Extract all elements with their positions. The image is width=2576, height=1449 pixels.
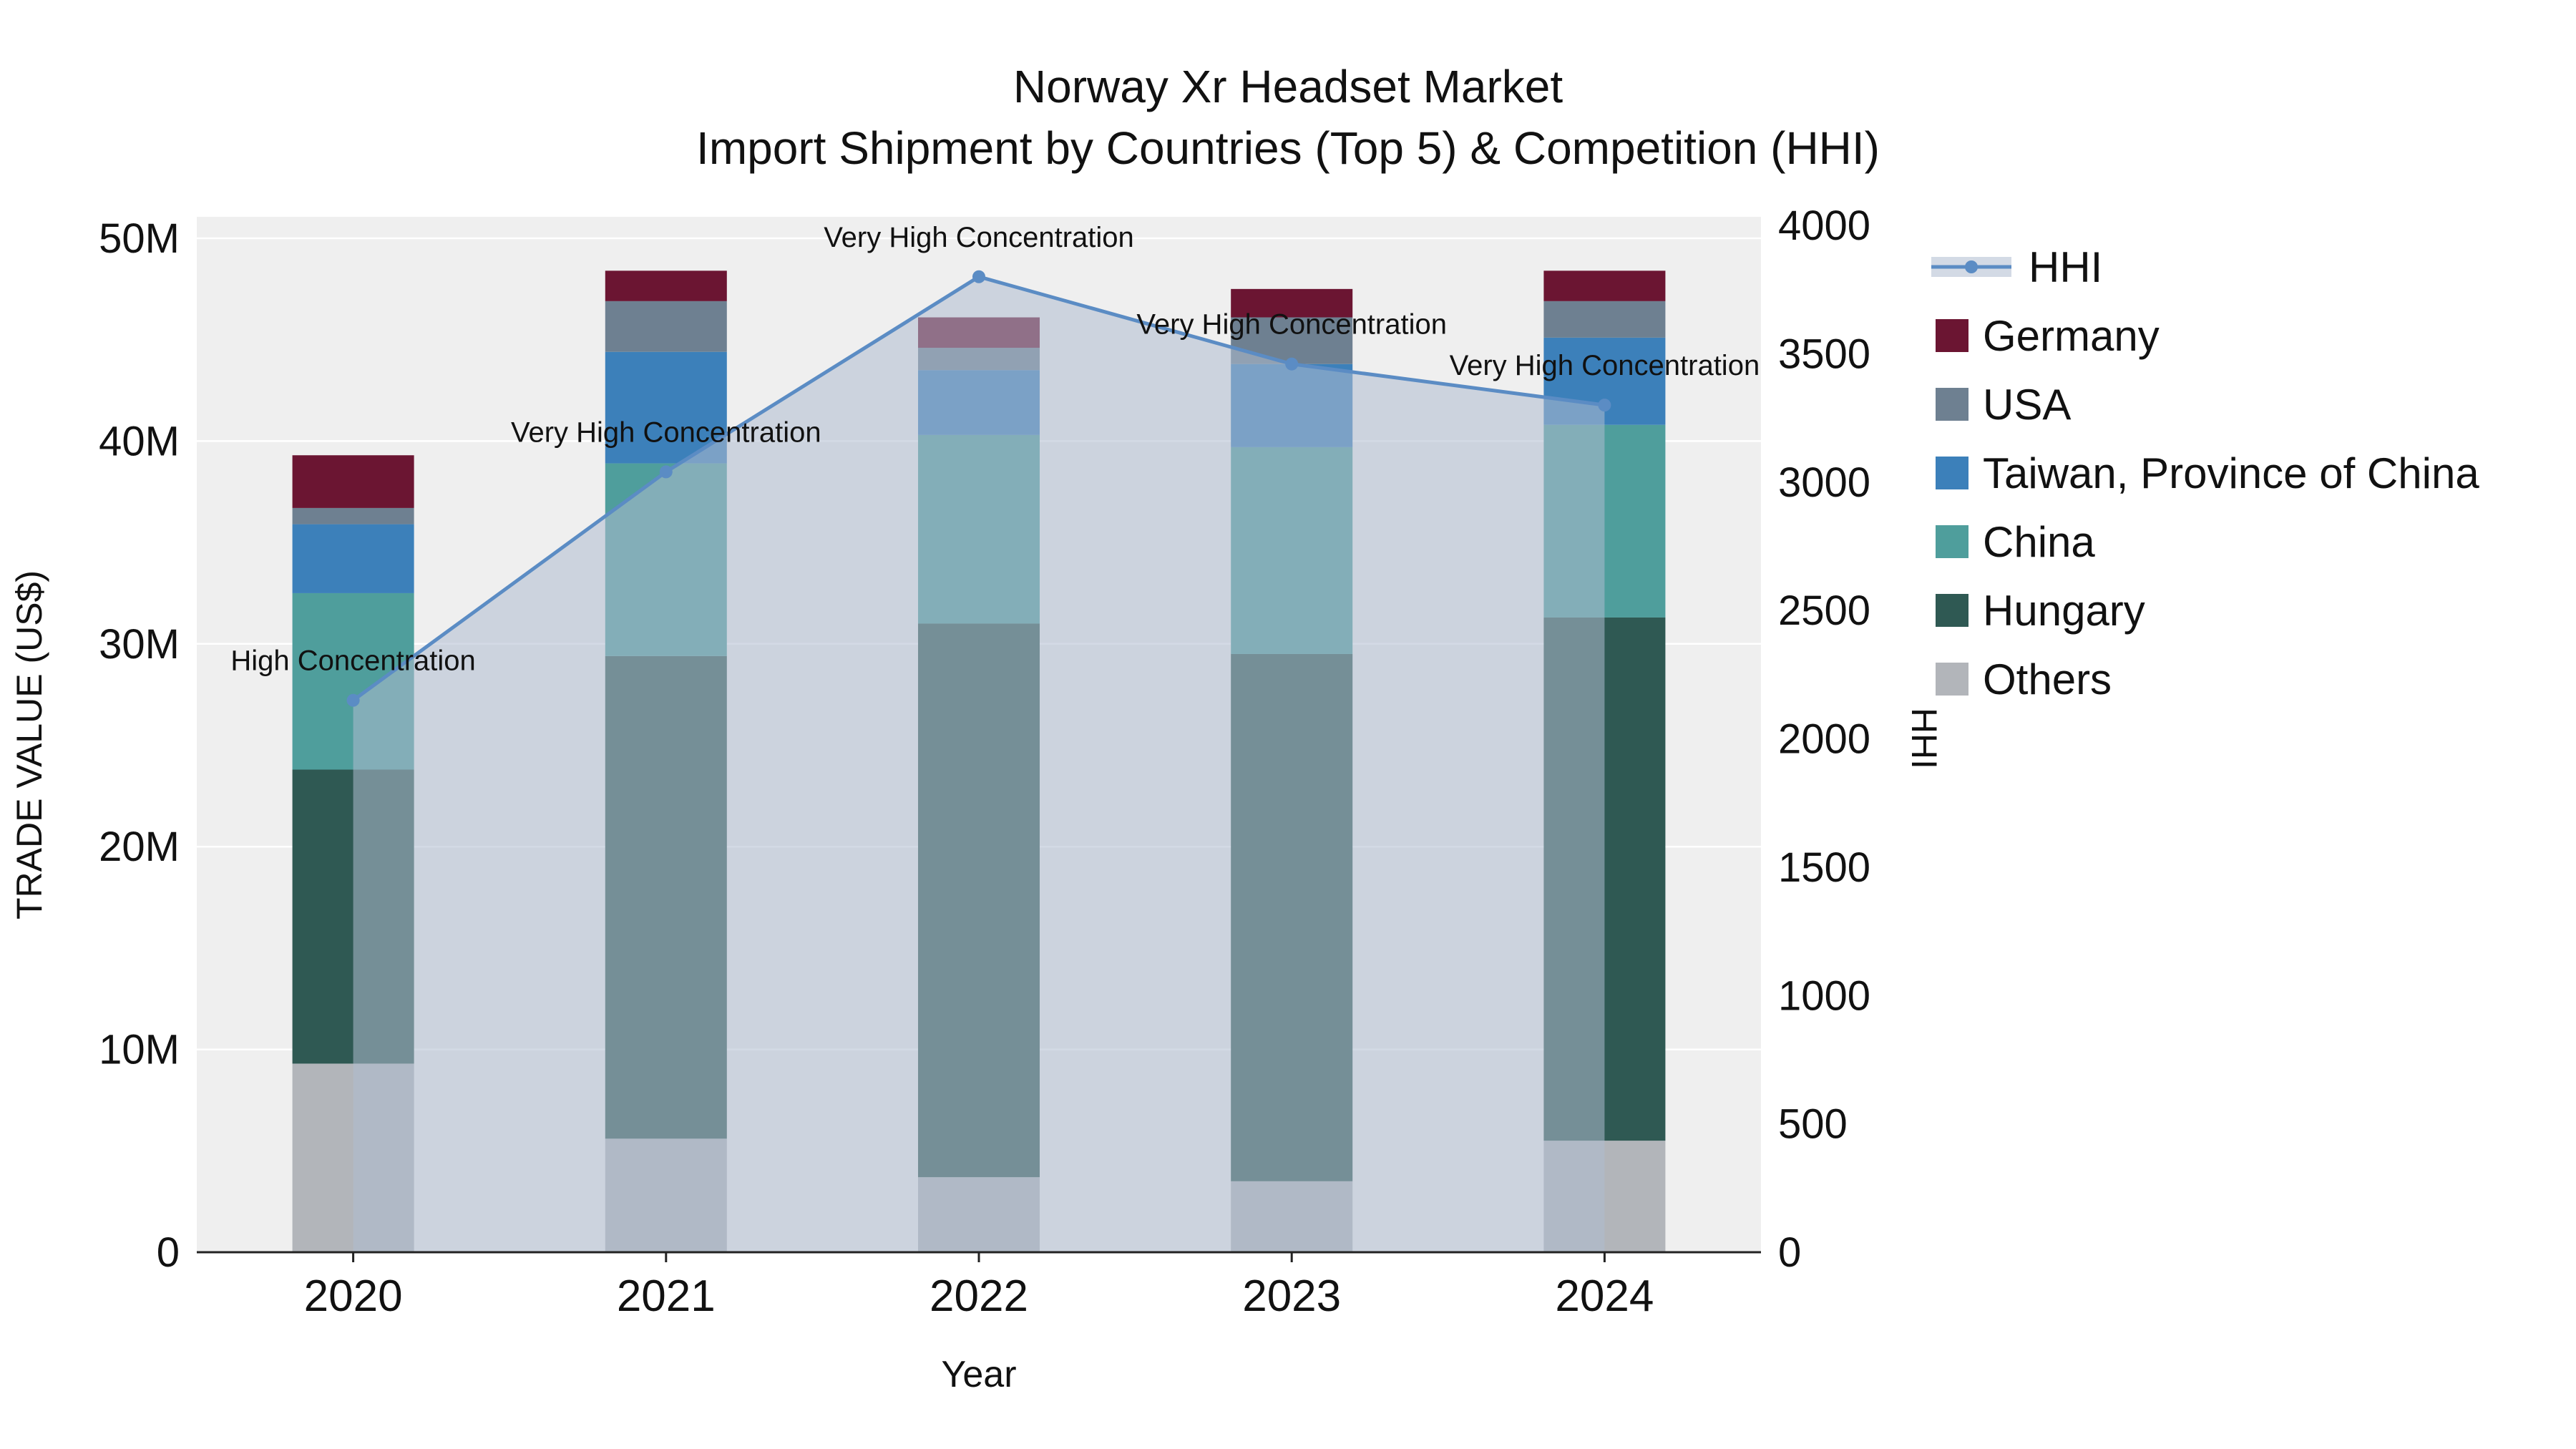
bar-segment-2021-germany — [605, 270, 727, 301]
legend-label-hungary: Hungary — [1983, 587, 2145, 635]
legend-item-usa[interactable]: USA — [1936, 381, 2071, 429]
y-right-axis-title: HHI — [1904, 708, 1944, 769]
bar-segment-2020-taiwan-province-of-china — [292, 524, 414, 593]
y-left-tick-label-40m: 40M — [99, 418, 180, 464]
legend-swatch-hungary — [1936, 594, 1968, 627]
legend-label-germany: Germany — [1983, 312, 2160, 360]
y-right-tick-label-0: 0 — [1778, 1229, 1801, 1276]
hhi-marker-2021 — [659, 465, 673, 479]
legend-item-hungary[interactable]: Hungary — [1936, 587, 2145, 635]
legend-swatch-china — [1936, 525, 1968, 558]
y-left-tick-label-10m: 10M — [99, 1027, 180, 1073]
hhi-area — [353, 276, 1605, 1252]
legend-label-china: China — [1983, 518, 2095, 566]
legend-hhi-marker-icon — [1965, 260, 1978, 273]
annotation-2022: Very High Concentration — [824, 222, 1134, 253]
y-left-tick-label-20m: 20M — [99, 824, 180, 870]
y-left-tick-label-0: 0 — [157, 1229, 180, 1276]
y-right-tick-label-1000: 1000 — [1778, 972, 1870, 1019]
y-right-tick-label-500: 500 — [1778, 1101, 1848, 1148]
legend-label-others: Others — [1983, 655, 2112, 703]
legend-label-hhi: HHI — [2029, 243, 2102, 291]
bar-segment-2024-usa — [1543, 301, 1666, 338]
annotation-2021: Very High Concentration — [511, 416, 821, 448]
bar-segment-2021-usa — [605, 301, 727, 352]
hhi-marker-2024 — [1598, 399, 1611, 412]
y-right-tick-label-2500: 2500 — [1778, 587, 1870, 634]
annotation-2020: High Concentration — [230, 645, 475, 677]
bar-segment-2020-germany — [292, 455, 414, 508]
x-tick-label-2024: 2024 — [1555, 1272, 1654, 1321]
x-tick-label-2021: 2021 — [617, 1272, 716, 1321]
hhi-marker-2020 — [346, 693, 360, 707]
y-right-tick-label-3000: 3000 — [1778, 459, 1870, 506]
x-tick-label-2023: 2023 — [1242, 1272, 1341, 1321]
y-left-tick-label-50m: 50M — [99, 215, 180, 262]
legend-item-germany[interactable]: Germany — [1936, 312, 2160, 360]
legend-swatch-others — [1936, 663, 1968, 696]
y-right-tick-label-2000: 2000 — [1778, 716, 1870, 763]
legend-item-hhi[interactable]: HHI — [1931, 243, 2102, 291]
chart-title: Norway Xr Headset Market Import Shipment… — [0, 56, 2576, 180]
y-left-axis-title: TRADE VALUE (US$) — [9, 570, 49, 919]
annotation-2023: Very High Concentration — [1136, 309, 1447, 341]
legend-label-taiwan-province-of-china: Taiwan, Province of China — [1983, 449, 2479, 497]
y-left-tick-label-30m: 30M — [99, 621, 180, 668]
annotation-2024: Very High Concentration — [1450, 350, 1760, 381]
y-right-tick-label-4000: 4000 — [1778, 203, 1870, 249]
legend-swatch-taiwan-province-of-china — [1936, 457, 1968, 489]
y-right-tick-label-1500: 1500 — [1778, 844, 1870, 891]
bar-segment-2023-germany — [1231, 288, 1353, 318]
chart-title-line1: Norway Xr Headset Market — [1013, 61, 1563, 112]
hhi-marker-2022 — [972, 270, 985, 283]
y-right-tick-label-3500: 3500 — [1778, 331, 1870, 377]
legend-swatch-germany — [1936, 319, 1968, 352]
bar-segment-2024-germany — [1543, 270, 1666, 301]
x-axis-title: Year — [941, 1354, 1016, 1395]
chart-title-line2: Import Shipment by Countries (Top 5) & C… — [696, 122, 1880, 175]
bar-segment-2020-usa — [292, 507, 414, 525]
legend-swatch-usa — [1936, 388, 1968, 421]
legend-item-china[interactable]: China — [1936, 518, 2095, 566]
legend: HHI Germany USA Taiwan, Province of China Ch… — [1931, 243, 2479, 703]
hhi-marker-2023 — [1285, 357, 1299, 371]
legend-item-taiwan-province-of-china[interactable]: Taiwan, Province of China — [1936, 449, 2479, 497]
x-tick-label-2022: 2022 — [930, 1272, 1028, 1321]
legend-item-others[interactable]: Others — [1936, 655, 2112, 703]
x-tick-label-2020: 2020 — [304, 1272, 403, 1321]
legend-label-usa: USA — [1983, 381, 2071, 429]
